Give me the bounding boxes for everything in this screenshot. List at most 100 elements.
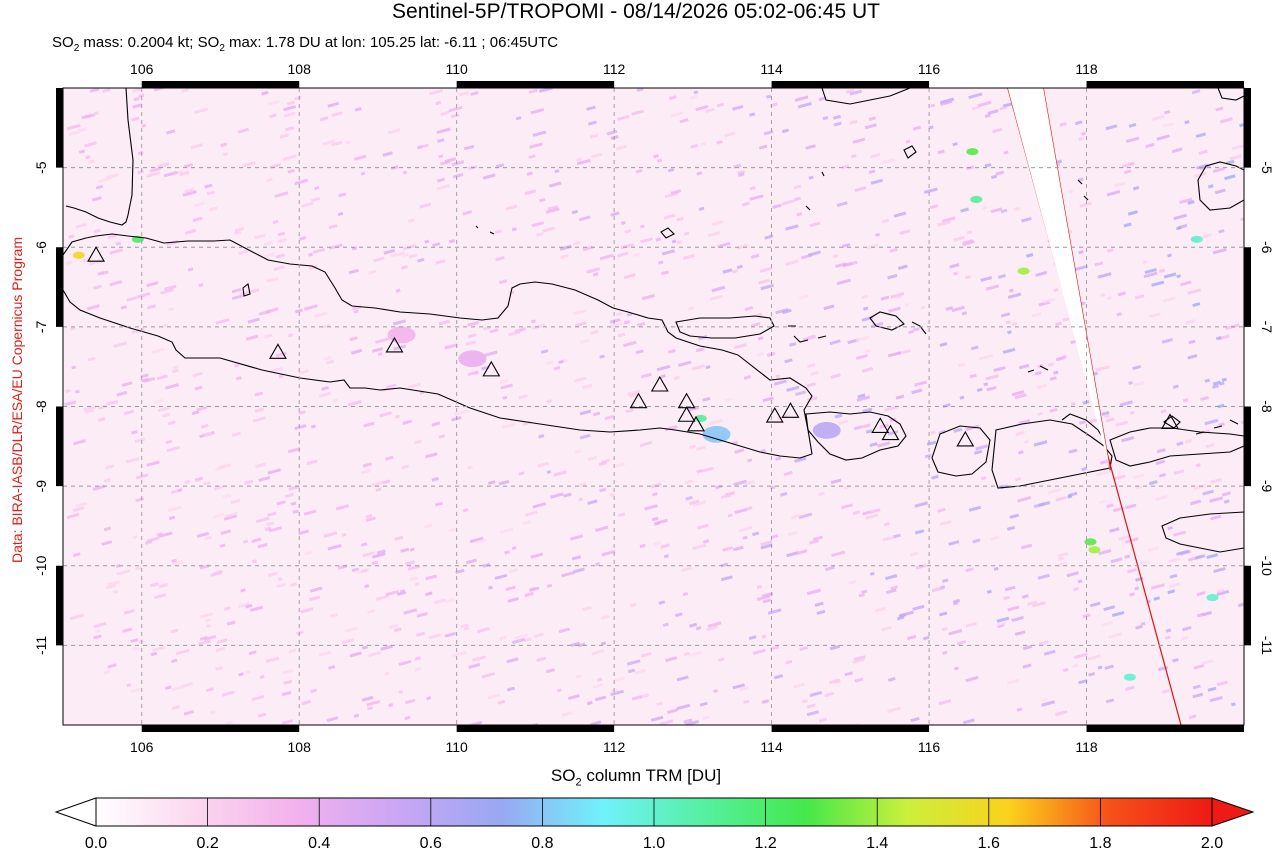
so2-noise-pixel	[577, 642, 586, 648]
so2-noise-pixel	[419, 202, 432, 209]
so2-noise-pixel	[345, 140, 351, 145]
so2-noise-pixel	[670, 111, 684, 118]
frame-bar-left	[56, 88, 63, 168]
so2-noise-pixel	[639, 440, 653, 448]
so2-noise-pixel	[862, 407, 873, 413]
so2-noise-pixel	[744, 306, 754, 312]
so2-noise-pixel	[1082, 400, 1090, 405]
so2-noise-pixel	[499, 635, 507, 641]
so2-noise-pixel	[440, 110, 450, 116]
so2-noise-pixel	[941, 578, 949, 583]
so2-noise-pixel	[251, 559, 257, 564]
so2-noise-pixel	[854, 186, 867, 192]
so2-noise-pixel	[1031, 312, 1042, 318]
coastlines	[63, 88, 1244, 553]
so2-noise-pixel	[1216, 589, 1230, 596]
so2-noise-pixel	[251, 537, 262, 543]
so2-noise-pixel	[736, 243, 749, 250]
so2-noise-pixel	[560, 254, 569, 259]
so2-noise-pixel	[667, 708, 678, 714]
so2-noise-pixel	[1095, 365, 1110, 372]
so2-noise-pixel	[600, 614, 610, 620]
so2-noise-pixel	[1162, 688, 1170, 694]
so2-noise-pixel	[115, 563, 121, 568]
so2-noise-pixel	[990, 174, 998, 180]
so2-noise-pixel	[323, 355, 332, 361]
so2-noise-pixel	[576, 157, 583, 162]
so2-noise-pixel	[1119, 400, 1133, 407]
so2-noise-pixel	[131, 116, 140, 122]
so2-noise-pixel	[912, 327, 920, 332]
so2-noise-pixel	[75, 222, 87, 229]
so2-noise-pixel	[764, 234, 774, 240]
so2-noise-pixel	[460, 623, 469, 629]
so2-noise-pixel	[1108, 632, 1123, 639]
so2-noise-pixel	[571, 555, 582, 561]
so2-noise-pixel	[662, 622, 669, 627]
so2-noise-pixel	[572, 240, 581, 246]
so2-noise-pixel	[610, 135, 619, 140]
so2-noise-pixel	[957, 362, 966, 368]
so2-noise-pixel	[657, 158, 663, 163]
frame-bar-right	[1244, 88, 1251, 168]
so2-noise-pixel	[639, 224, 645, 229]
so2-noise-pixel	[219, 543, 226, 548]
so2-noise-pixel	[1239, 121, 1244, 128]
so2-noise-pixel	[408, 253, 418, 259]
so2-noise-pixel	[147, 304, 156, 310]
colorbar: 0.0 0.2 0.4 0.6 0.8 1.0 1.2 1.4 1.6 1.8 2.0	[54, 797, 1255, 852]
so2-noise-pixel	[1165, 628, 1172, 633]
so2-noise-pixel	[1049, 376, 1057, 381]
so2-noise-pixel	[868, 169, 876, 174]
so2-noise-pixel	[106, 399, 119, 406]
so2-noise-pixel	[631, 695, 642, 701]
so2-noise-pixel	[403, 608, 418, 615]
so2-noise-pixel	[365, 516, 376, 522]
so2-noise-pixel	[864, 123, 877, 130]
so2-noise-pixel	[452, 650, 467, 658]
so2-noise-pixel	[915, 563, 927, 570]
so2-noise-pixel	[823, 304, 835, 311]
so2-noise-pixel	[282, 154, 297, 161]
so2-noise-pixel	[1140, 621, 1146, 626]
so2-noise-pixel	[221, 690, 235, 697]
colorbar-tick-label: 0.8	[531, 835, 553, 852]
so2-noise-pixel	[217, 463, 232, 470]
so2-hotspot	[1084, 538, 1097, 546]
so2-noise-pixel	[213, 485, 224, 491]
so2-noise-pixel	[1173, 530, 1187, 537]
so2-noise-pixel	[234, 363, 240, 368]
so2-noise-pixel	[269, 113, 277, 119]
so2-noise-pixel	[773, 379, 787, 386]
so2-noise-pixel	[522, 519, 532, 525]
so2-noise-pixel	[184, 163, 194, 169]
so2-noise-pixel	[463, 144, 475, 151]
so2-noise-pixel	[354, 106, 362, 112]
so2-noise-pixel	[796, 549, 808, 555]
so2-noise-pixel	[833, 679, 841, 684]
so2-noise-pixel	[204, 618, 212, 623]
so2-noise-pixel	[869, 571, 875, 576]
so2-noise-pixel	[749, 186, 756, 191]
so2-noise-pixel	[760, 543, 773, 550]
so2-noise-pixel	[107, 580, 120, 587]
so2-noise-pixel	[743, 375, 752, 380]
so2-noise-pixel	[750, 322, 761, 328]
so2-noise-pixel	[195, 405, 208, 412]
so2-noise-pixel	[700, 466, 714, 473]
so2-noise-pixel	[689, 499, 700, 506]
so2-noise-pixel	[861, 423, 871, 429]
so2-noise-pixel	[734, 343, 748, 350]
so2-noise-pixel	[414, 582, 420, 587]
so2-noise-pixel	[756, 312, 763, 317]
so2-noise-pixel	[1061, 354, 1067, 359]
so2-noise-pixel	[909, 551, 919, 557]
so2-noise-pixel	[890, 585, 899, 590]
so2-noise-pixel	[990, 207, 1003, 214]
so2-noise-pixel	[402, 170, 408, 175]
so2-noise-pixel	[163, 170, 178, 178]
so2-noise-pixel	[1207, 686, 1217, 692]
so2-noise-pixel	[105, 464, 115, 470]
so2-noise-pixel	[1182, 398, 1189, 403]
so2-noise-pixel	[1110, 557, 1123, 564]
